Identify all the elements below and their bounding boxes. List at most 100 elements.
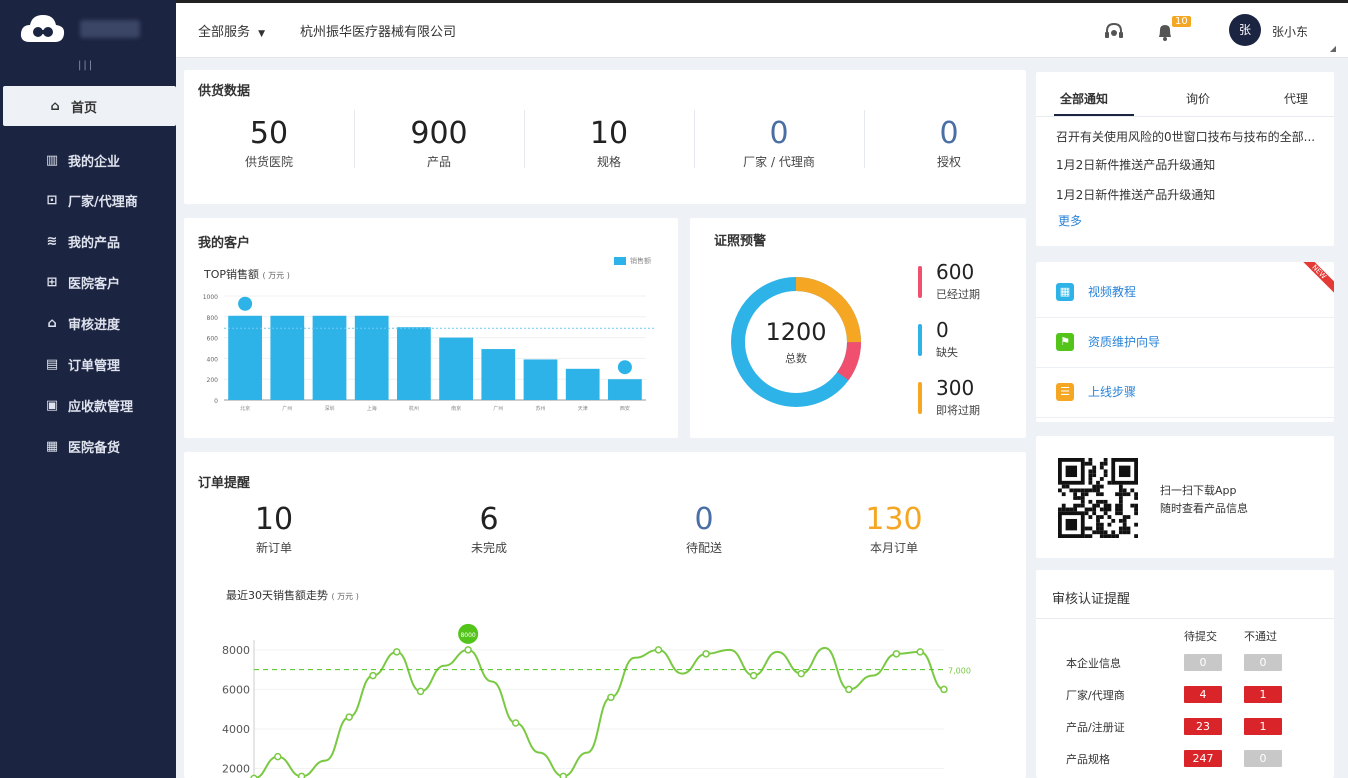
order-stat-label: 本月订单	[869, 541, 918, 555]
qr-module	[1103, 473, 1108, 478]
bar-legend-swatch	[614, 257, 626, 265]
order-stat[interactable]: 130 本月订单	[844, 502, 944, 556]
bar-chart-unit: ( 万元 )	[262, 271, 290, 280]
order-stat[interactable]: 0 待配送	[654, 502, 754, 556]
sidebar-item[interactable]: ▤ 订单管理	[0, 344, 176, 384]
notice-item[interactable]: 召开有关使用风险的0世窗口技布与技布的全部...	[1056, 130, 1316, 144]
qr-module	[1115, 511, 1119, 516]
qr-module	[1092, 530, 1097, 535]
order-stat[interactable]: 10 新订单	[224, 502, 324, 556]
qr-module	[1099, 461, 1104, 466]
bar	[565, 368, 600, 400]
company-name: 杭州振华医疗器械有限公司	[300, 25, 457, 40]
bar-y-tick: 0	[214, 398, 218, 405]
app-download-line2: 随时查看产品信息	[1160, 502, 1248, 515]
avatar[interactable]: 张	[1229, 14, 1261, 46]
qr-module	[1134, 534, 1138, 538]
headset-support-icon[interactable]	[1103, 22, 1125, 42]
qr-code-icon[interactable]	[1058, 458, 1138, 538]
sidebar-item[interactable]: ▦ 医院备货	[0, 426, 176, 466]
bar-legend[interactable]: 销售额	[614, 256, 651, 266]
audit-pending-badge[interactable]: 23	[1184, 718, 1222, 735]
brand-name-blurred	[80, 20, 140, 38]
qr-module	[1069, 507, 1074, 512]
factory-icon: ⊡	[46, 192, 58, 208]
home-icon: ⌂	[47, 315, 57, 331]
qr-module	[1103, 499, 1108, 504]
quick-link-item[interactable]: ⚑ 资质维护向导	[1036, 316, 1334, 368]
sidebar-item[interactable]: ▣ 应收款管理	[0, 385, 176, 425]
quick-links-card: NEW ▦ 视频教程 ⚑ 资质维护向导 ☰ 上线步骤	[1036, 262, 1334, 422]
qr-module	[1122, 526, 1127, 531]
order-stat-value: 10	[254, 502, 294, 537]
notice-item[interactable]: 1月2日新件推送产品升级通知	[1056, 188, 1216, 202]
notice-item[interactable]: 1月2日新件推送产品升级通知	[1056, 158, 1216, 172]
qr-module	[1126, 515, 1131, 519]
cert-legend-label: 缺失	[936, 346, 958, 359]
tab-agent[interactable]: 代理	[1284, 92, 1309, 106]
bar-x-tick: 北京	[240, 405, 250, 412]
sidebar-item[interactable]: ⌂ 首页	[3, 86, 176, 126]
audit-col-pending: 待提交	[1184, 630, 1217, 643]
username[interactable]: 张小东	[1272, 25, 1309, 39]
collapse-menu-toggle[interactable]: |||	[78, 60, 95, 71]
cert-warning-title: 证照预警	[714, 234, 767, 249]
stat-divider	[864, 110, 865, 168]
stat-divider	[694, 110, 695, 168]
audit-rejected-badge[interactable]: 0	[1244, 750, 1282, 767]
window-top-edge	[176, 0, 1348, 3]
qr-module	[1126, 492, 1131, 497]
line-point	[345, 713, 353, 721]
qr-finder-core	[1065, 465, 1078, 478]
audit-rejected-badge[interactable]: 0	[1244, 654, 1282, 671]
quick-link-item[interactable]: ▦ 视频教程	[1036, 266, 1334, 318]
audit-pending-badge[interactable]: 4	[1184, 686, 1222, 703]
more-notices-link[interactable]: 更多	[1058, 214, 1083, 228]
order-stat[interactable]: 6 未完成	[439, 502, 539, 556]
qr-module	[1107, 507, 1112, 512]
bar-x-tick: 上海	[367, 405, 377, 412]
bar	[397, 327, 431, 400]
qr-module	[1096, 484, 1100, 489]
supply-stat: 50 供货医院	[184, 116, 354, 170]
sidebar-item[interactable]: ⊞ 医院客户	[0, 262, 176, 302]
supply-stat-label: 授权	[936, 155, 961, 169]
resize-corner-icon: ◢	[1329, 44, 1336, 53]
qr-module	[1118, 488, 1123, 493]
qr-module	[1122, 530, 1127, 535]
tab-all-notices[interactable]: 全部通知	[1060, 92, 1109, 106]
tab-inquiry[interactable]: 询价	[1186, 92, 1211, 106]
sidebar-item-label: 医院备货	[68, 440, 121, 456]
qr-module	[1122, 522, 1127, 527]
cert-legend-value: 300	[936, 376, 975, 400]
scope-dropdown[interactable]: 全部服务 ▼	[198, 21, 265, 40]
stat-divider	[524, 110, 525, 168]
top-sales-bar-chart: 0 200 400 600 800 1000 北京 广州 深圳 上海 杭州 南京 广州 苏州 天津 西安	[203, 294, 654, 412]
quick-link-label: 资质维护向导	[1088, 335, 1161, 349]
qr-module	[1099, 534, 1104, 538]
audit-pending-badge[interactable]: 247	[1184, 750, 1222, 767]
supply-stat-value: 0	[939, 116, 959, 151]
qr-module	[1084, 492, 1089, 497]
sidebar-item[interactable]: ▥ 我的企业	[0, 140, 176, 180]
quick-link-item[interactable]: ☰ 上线步骤	[1036, 366, 1334, 418]
bell-icon[interactable]	[1156, 22, 1174, 42]
audit-pending-badge[interactable]: 0	[1184, 654, 1222, 671]
qr-module	[1099, 530, 1104, 535]
line-point	[654, 646, 663, 654]
qr-module	[1103, 534, 1108, 538]
bar	[228, 315, 262, 400]
qr-module	[1103, 503, 1108, 508]
audit-rejected-badge[interactable]: 1	[1244, 686, 1282, 703]
audit-divider	[1036, 618, 1334, 619]
sidebar-item[interactable]: ⊡ 厂家/代理商	[0, 180, 176, 220]
sidebar-item[interactable]: ≋ 我的产品	[0, 221, 176, 261]
bar-max-marker	[238, 296, 253, 311]
qr-module	[1088, 515, 1093, 519]
supply-data-title: 供货数据	[198, 84, 251, 99]
audit-reminder-title: 审核认证提醒	[1052, 592, 1131, 607]
sidebar-item[interactable]: ⌂ 审核进度	[0, 303, 176, 343]
line-point	[297, 772, 306, 778]
audit-rejected-badge[interactable]: 1	[1244, 718, 1282, 735]
qr-module	[1096, 518, 1100, 523]
